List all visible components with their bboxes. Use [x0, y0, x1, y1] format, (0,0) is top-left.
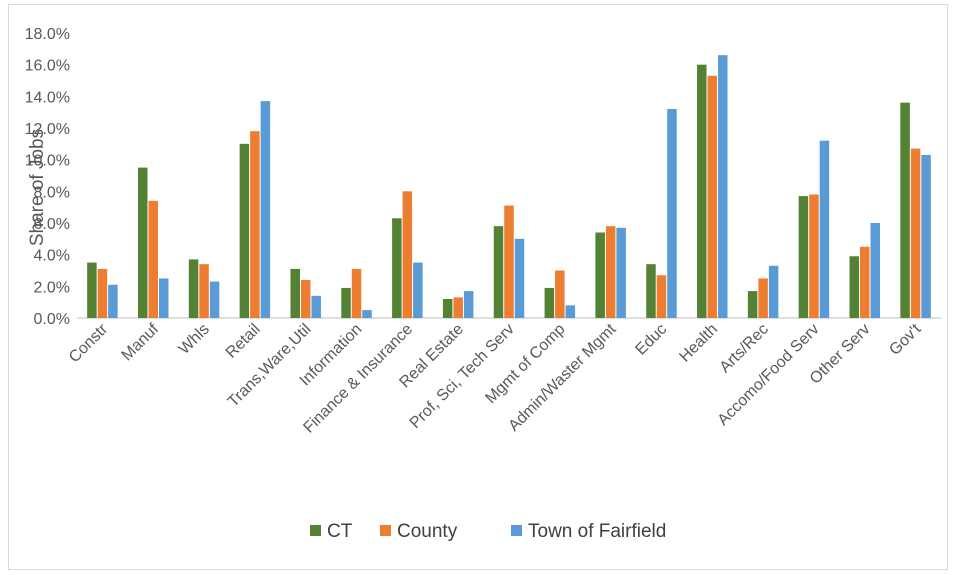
legend-swatch	[511, 525, 522, 536]
y-tick-label: 10.0%	[25, 153, 70, 170]
bar	[849, 256, 860, 318]
bar	[493, 226, 504, 318]
bar	[718, 55, 728, 319]
y-tick-label: 6.0%	[34, 216, 70, 233]
bar	[910, 148, 921, 318]
bar	[646, 264, 656, 318]
bar	[137, 167, 148, 318]
bar	[463, 291, 474, 318]
bar	[565, 305, 576, 318]
bar	[442, 299, 453, 318]
bar	[758, 278, 768, 318]
bar	[747, 291, 758, 318]
x-tick-label: Educ	[632, 321, 670, 359]
bar	[605, 226, 616, 318]
bar	[260, 101, 271, 318]
chart-area: 0.0% 2.0% 4.0% 6.0% 8.0% 10.0% 12.0% 14.0% 16.0%…	[8, 4, 948, 570]
x-axis-category-labels: Constr Manuf Whls RetailTrans,Ware,UtilInfo…	[66, 320, 925, 436]
legend-swatch	[310, 525, 321, 536]
x-tick-label: Retail	[223, 321, 264, 362]
y-tick-label: 4.0%	[34, 248, 70, 265]
bar	[667, 109, 677, 318]
bar	[809, 194, 819, 318]
bar	[300, 280, 311, 318]
bar	[148, 200, 158, 318]
y-tick-label: 14.0%	[25, 89, 70, 106]
bar	[402, 191, 413, 318]
x-tick-label: Manuf	[119, 320, 163, 364]
bar	[158, 278, 169, 318]
y-tick-label: 8.0%	[34, 184, 70, 201]
y-tick-label: 2.0%	[34, 279, 70, 296]
bar	[798, 196, 809, 318]
legend-label: Town of Fairfield	[528, 521, 666, 542]
x-tick-label: Constr	[66, 320, 112, 366]
x-tick-label: Gov't	[886, 320, 924, 358]
y-tick-label: 16.0%	[25, 58, 70, 75]
bar	[555, 270, 565, 318]
bar	[819, 140, 830, 318]
bar	[108, 284, 118, 318]
bar-chart: 0.0% 2.0% 4.0% 6.0% 8.0% 10.0% 12.0% 14.0% 16.0%…	[25, 26, 941, 542]
legend-label: County	[397, 521, 458, 542]
bar	[900, 102, 910, 318]
y-axis-title: Share of Jobs	[27, 129, 48, 246]
legend-swatch	[380, 525, 391, 536]
bar	[870, 223, 881, 318]
bar	[341, 287, 351, 318]
legend-label: CT	[327, 521, 353, 542]
bar	[616, 227, 626, 318]
bar	[188, 259, 199, 318]
legend: CT County Town of Fairfield	[310, 521, 666, 542]
bar	[504, 205, 514, 318]
bar	[311, 295, 321, 318]
bar	[921, 154, 931, 318]
bar	[768, 265, 779, 318]
x-tick-label: Health	[676, 321, 721, 366]
bar	[707, 75, 718, 318]
y-tick-label: 18.0%	[25, 26, 70, 43]
y-axis-ticks: 0.0% 2.0% 4.0% 6.0% 8.0% 10.0% 12.0% 14.0% 16.0%…	[25, 26, 70, 328]
bar	[656, 275, 667, 318]
bar	[544, 287, 555, 318]
bar	[362, 310, 372, 318]
bar	[209, 281, 220, 318]
bar	[87, 262, 97, 318]
bar	[351, 268, 362, 318]
y-tick-label: 12.0%	[25, 121, 70, 138]
x-tick-label: Whls	[176, 321, 213, 358]
bar	[413, 262, 423, 318]
bar	[290, 268, 300, 318]
bar	[453, 297, 463, 318]
bar	[514, 238, 525, 318]
bar	[97, 268, 108, 318]
bar	[595, 232, 605, 318]
bars	[87, 55, 931, 319]
y-tick-label: 0.0%	[34, 311, 70, 328]
bar	[392, 218, 402, 318]
bar	[860, 246, 870, 318]
bar	[239, 143, 250, 318]
bar	[250, 131, 260, 318]
bar	[697, 64, 707, 318]
bar	[199, 264, 209, 318]
